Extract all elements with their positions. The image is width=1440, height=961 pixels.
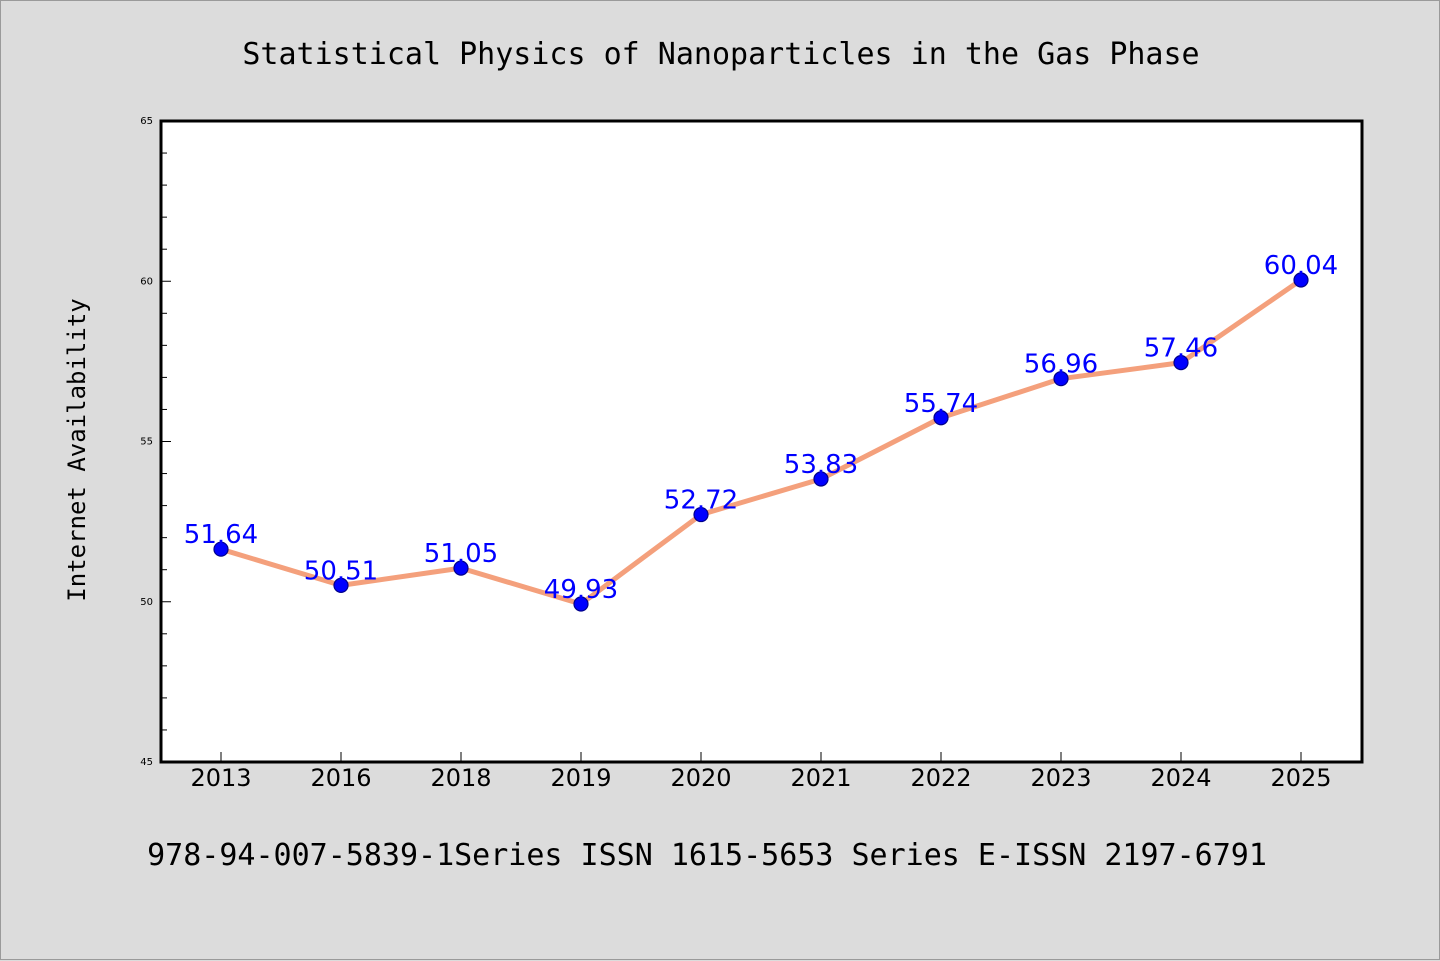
data-label: 51.05 (424, 539, 498, 569)
y-axis-label: Internet Availability (63, 298, 91, 601)
data-label: 51.64 (184, 520, 258, 550)
x-tick-label: 2022 (910, 764, 971, 792)
data-label: 52.72 (664, 486, 738, 516)
y-tick-label: 65 (140, 116, 153, 127)
data-label: 49.93 (544, 575, 618, 605)
data-point (333, 577, 349, 594)
plot-area (159, 119, 1364, 764)
x-tick-label: 2024 (1150, 764, 1211, 792)
x-tick-label: 2023 (1030, 764, 1091, 792)
y-axis: 45 50 55 60 65 (140, 116, 171, 768)
data-label: 56.96 (1024, 350, 1098, 380)
x-tick-label: 2018 (430, 764, 491, 792)
chart-title: Statistical Physics of Nanoparticles in … (242, 37, 1199, 72)
x-tick-label: 2021 (790, 764, 851, 792)
data-point (453, 560, 469, 576)
y-tick-label: 55 (140, 437, 153, 448)
x-tick-label: 2019 (550, 764, 611, 792)
data-point (933, 410, 949, 426)
series-line (218, 277, 1304, 607)
data-label: 55.74 (904, 389, 978, 419)
data-point (813, 471, 829, 487)
data-label: 53.83 (784, 450, 858, 480)
data-point (693, 506, 709, 523)
data-label: 50.51 (304, 556, 378, 586)
series-layer: 51.64 50.51 51.05 49.93 52.72 53.83 55.74 56.96… (184, 251, 1338, 612)
data-point (573, 596, 589, 612)
data-point (1293, 272, 1309, 288)
x-tick-label: 2013 (190, 764, 251, 792)
x-axis: 2013 2016 2018 2019 2020 2021 2022 2023 2024 2025 (190, 752, 1332, 792)
chart-subtitle: 978-94-007-5839-1Series ISSN 1615-5653 S… (147, 838, 1267, 873)
data-point (1053, 371, 1069, 387)
data-label: 57.46 (1144, 334, 1218, 364)
y-tick-label: 45 (140, 757, 153, 768)
y-tick-label: 50 (140, 597, 153, 608)
x-tick-label: 2025 (1270, 764, 1331, 792)
data-point (1173, 355, 1189, 371)
data-label: 60.04 (1264, 251, 1338, 281)
y-tick-label: 60 (140, 276, 153, 287)
data-point (213, 541, 229, 557)
x-tick-label: 2016 (310, 764, 371, 792)
x-tick-label: 2020 (670, 764, 731, 792)
